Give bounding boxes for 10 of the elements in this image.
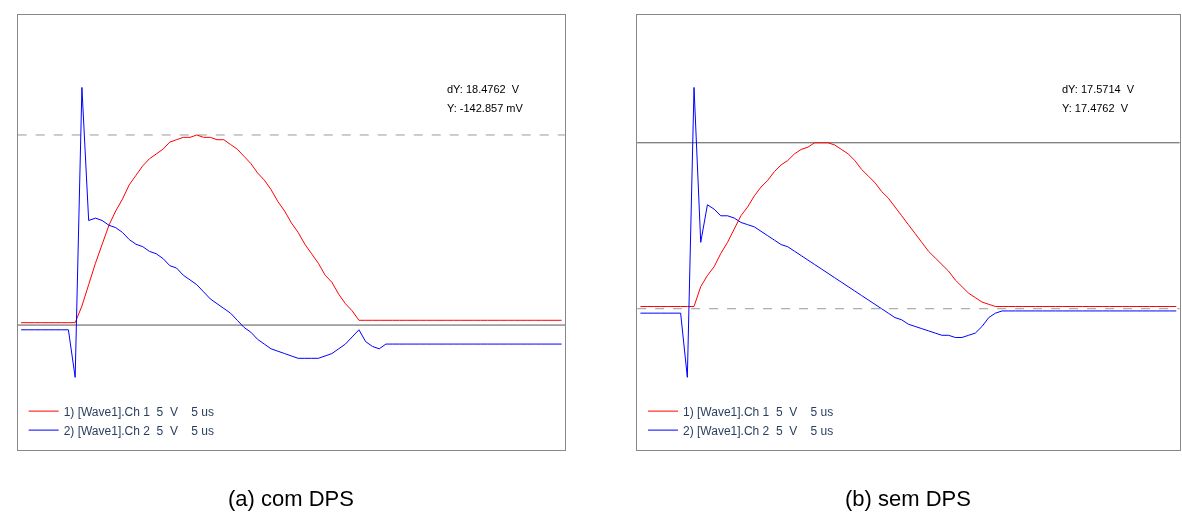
legend-label: 2) [Wave1].Ch 2 5 V 5 us <box>683 423 834 438</box>
annotation: dY: 17.5714 V <box>1062 83 1135 95</box>
text: (a) com DPS <box>228 486 354 511</box>
legend-label: 2) [Wave1].Ch 2 5 V 5 us <box>63 423 214 438</box>
annotation: Y: -142.857 mV <box>447 102 524 114</box>
legend-label: 1) [Wave1].Ch 1 5 V 5 us <box>63 404 214 419</box>
annotation: Y: 17.4762 V <box>1062 102 1129 114</box>
text: (b) sem DPS <box>845 486 971 511</box>
annotation: dY: 18.4762 V <box>447 83 520 95</box>
legend-label: 1) [Wave1].Ch 1 5 V 5 us <box>683 404 834 419</box>
